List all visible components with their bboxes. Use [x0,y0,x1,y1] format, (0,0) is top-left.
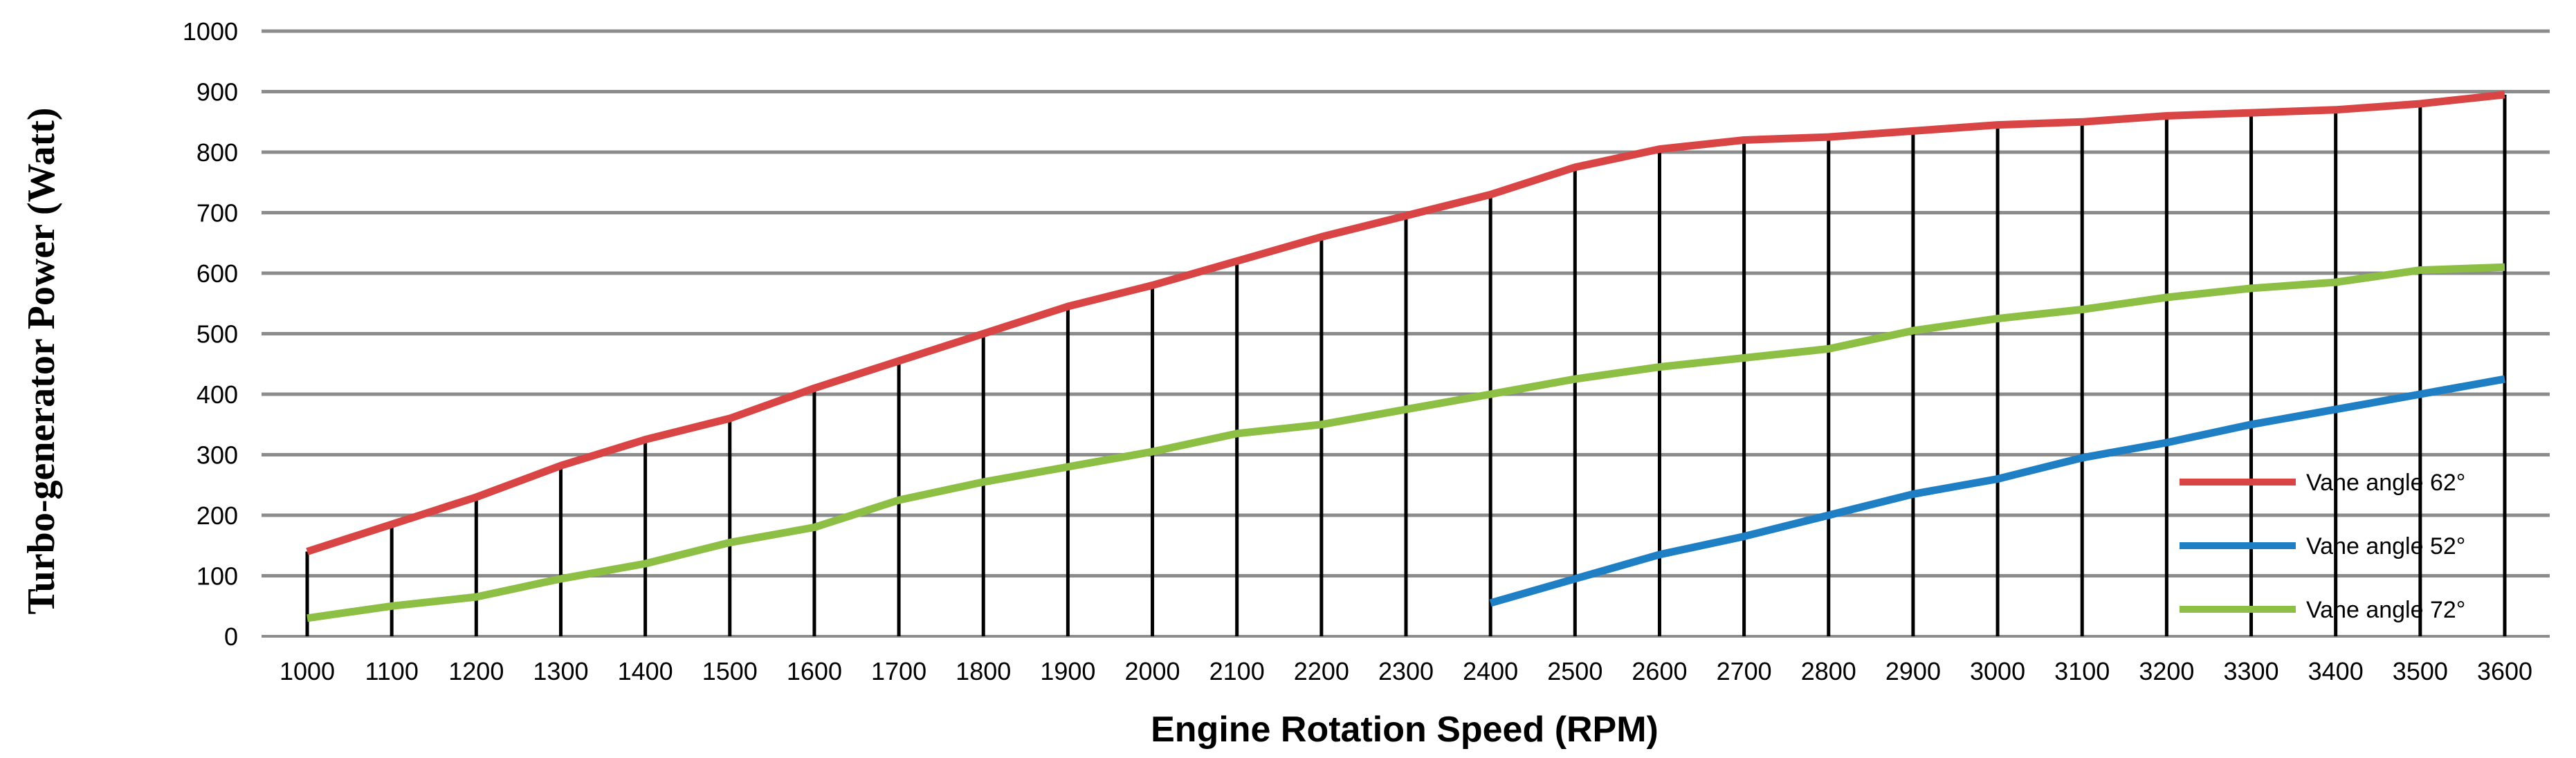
y-tick-label-600: 600 [197,259,238,288]
x-tick-label-1700: 1700 [871,657,926,685]
series-line-3 [307,263,2505,622]
x-tick-label-1900: 1900 [1040,657,1095,685]
y-tick-label-200: 200 [197,501,238,530]
x-tick-label-3100: 3100 [2054,657,2110,685]
x-tick-label-2900: 2900 [1885,657,1941,685]
x-tick-labels: 1000 1100 1200 1300 1400 1500 1600 1700 1800 1900… [280,657,2532,685]
x-tick-label-1300: 1300 [533,657,588,685]
y-tick-label-0: 0 [224,622,238,651]
x-tick-label-1500: 1500 [702,657,758,685]
y-tick-label-500: 500 [197,320,238,349]
x-tick-label-1800: 1800 [956,657,1011,685]
x-tick-label-2400: 2400 [1463,657,1518,685]
x-tick-label-3200: 3200 [2139,657,2194,685]
x-tick-label-3000: 3000 [1970,657,2025,685]
x-tick-label-1600: 1600 [787,657,842,685]
x-tick-label-2000: 2000 [1124,657,1180,685]
x-tick-label-1000: 1000 [280,657,335,685]
y-tick-label-1000: 1000 [183,17,238,46]
x-tick-label-2200: 2200 [1294,657,1349,685]
y-tick-label-700: 700 [197,199,238,228]
y-tick-labels: 0 100 200 300 400 500 600 700 800 900 1000 [183,17,238,651]
series-layer [306,91,2505,622]
y-tick-label-400: 400 [197,380,238,409]
x-tick-label-2500: 2500 [1547,657,1602,685]
y-tick-label-100: 100 [197,562,238,591]
x-tick-label-1200: 1200 [448,657,504,685]
x-tick-label-2100: 2100 [1209,657,1265,685]
y-tick-label-300: 300 [197,441,238,470]
x-tick-label-1400: 1400 [618,657,673,685]
legend-label-1: Vane angle 62° [2306,470,2465,496]
x-tick-label-2300: 2300 [1378,657,1434,685]
x-tick-label-3600: 3600 [2477,657,2532,685]
x-tick-label-2800: 2800 [1801,657,1856,685]
drop-lines-layer [305,94,2507,636]
y-tick-label-800: 800 [197,138,238,167]
x-tick-label-2600: 2600 [1632,657,1687,685]
x-tick-label-1100: 1100 [365,657,418,685]
x-tick-label-3300: 3300 [2223,657,2278,685]
y-axis-label: Turbo-generator Power (Watt) [20,107,63,614]
legend-label-2: Vane angle 52° [2306,533,2465,560]
x-tick-label-3400: 3400 [2308,657,2364,685]
series-line-1 [306,91,2505,555]
legend-label-3: Vane angle 72° [2306,597,2465,623]
series-line-2 [1489,375,2505,607]
y-tick-label-900: 900 [197,78,238,107]
x-tick-label-3500: 3500 [2393,657,2448,685]
x-tick-label-2700: 2700 [1717,657,1772,685]
legend: Vane angle 62° Vane angle 52° Vane angle 7… [2180,470,2465,623]
x-axis-label: Engine Rotation Speed (RPM) [1151,710,1659,750]
